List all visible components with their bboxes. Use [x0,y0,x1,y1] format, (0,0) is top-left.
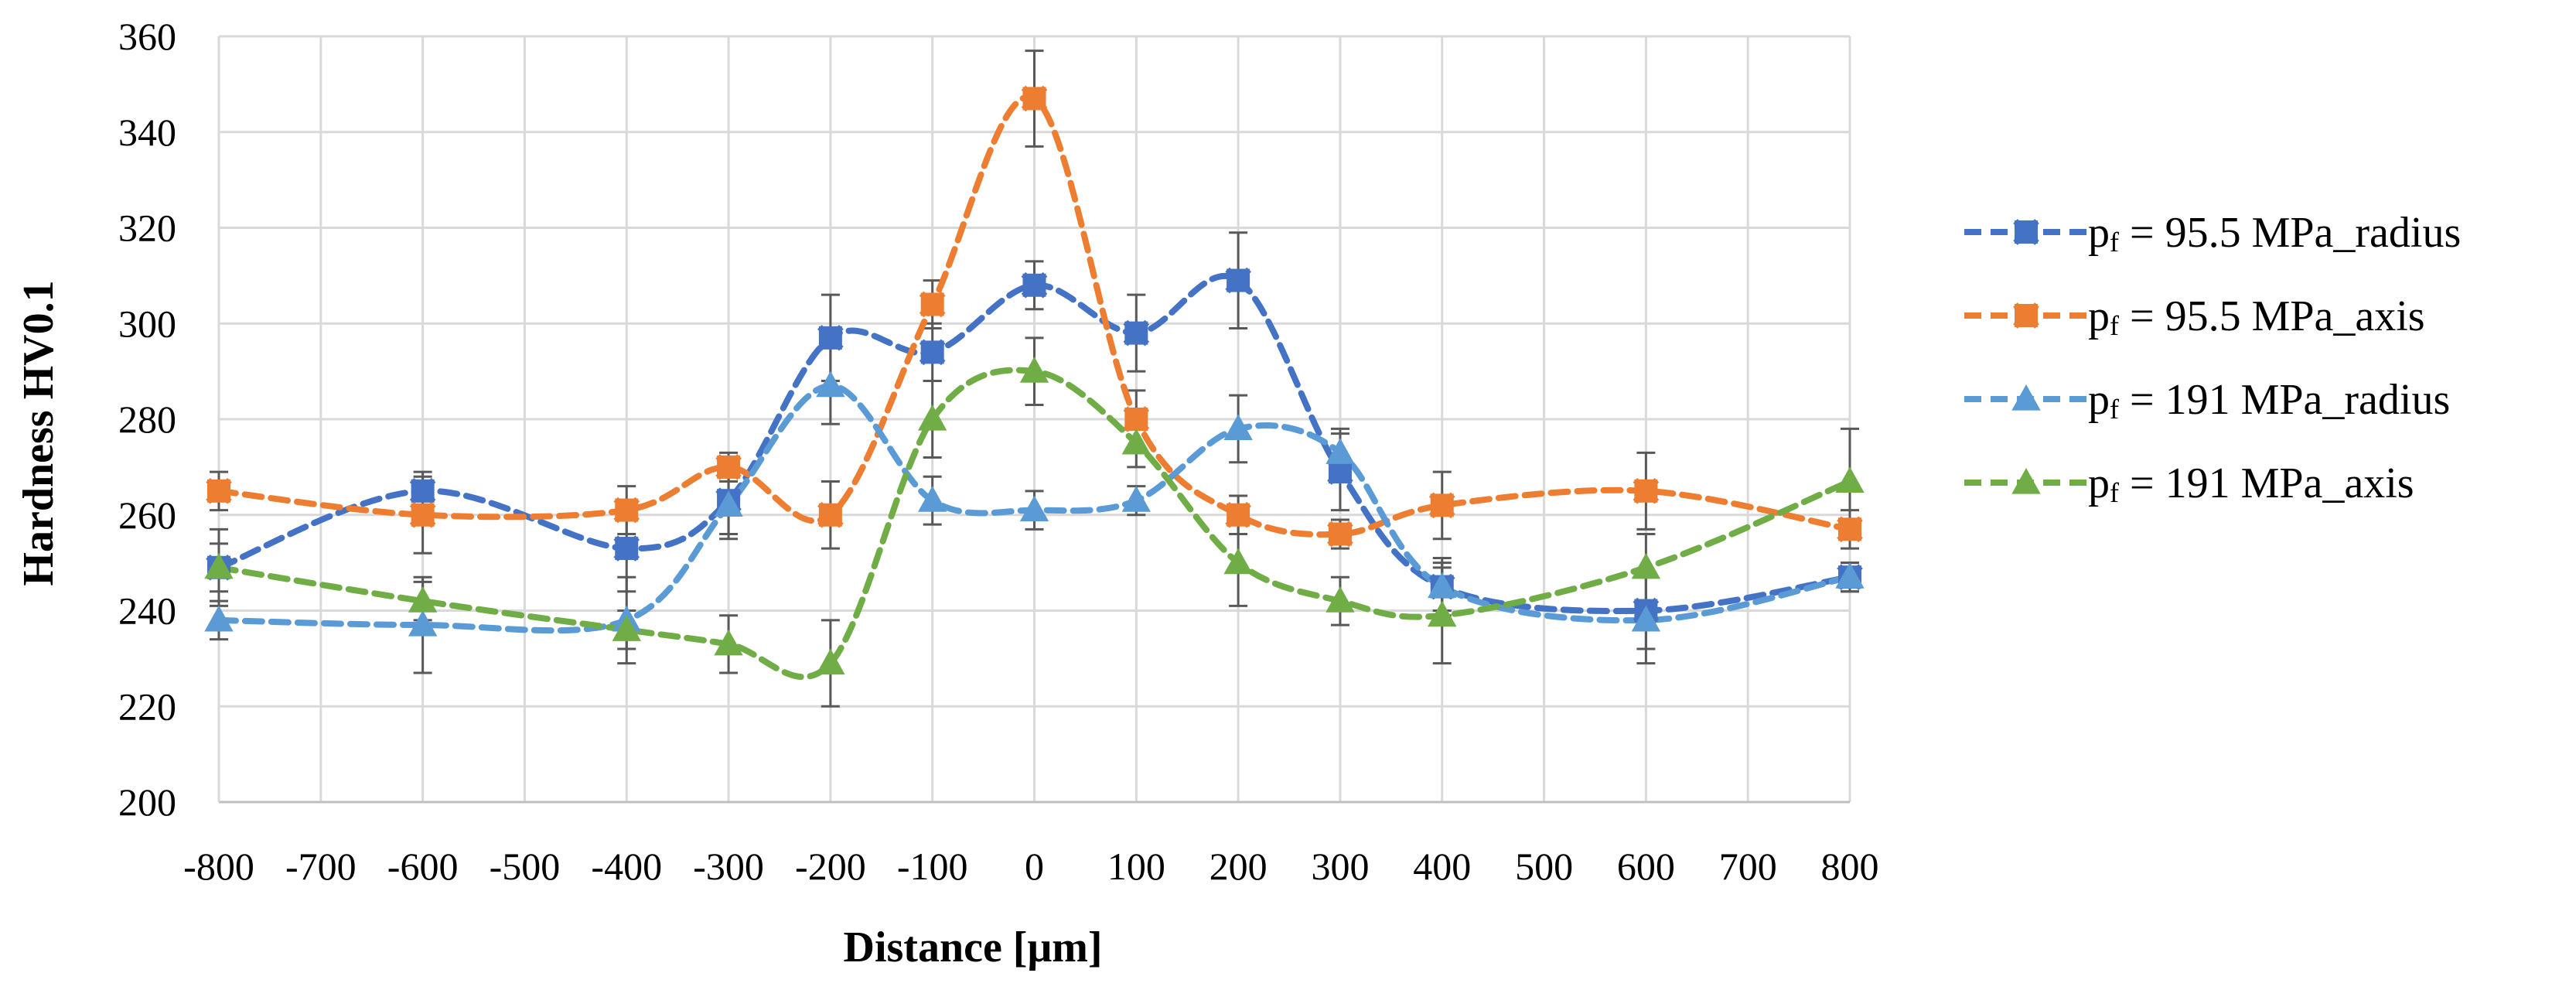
y-tick-label: 300 [118,302,176,345]
data-point [1225,267,1251,294]
data-point [613,535,640,562]
x-tick-label: -700 [285,845,357,888]
data-point [1019,495,1049,522]
y-tick-label: 340 [118,111,176,154]
y-axis-title: Hardness HV0.1 [15,280,63,585]
data-point [409,477,436,504]
legend-label: pf = 191 MPa_axis [2088,459,2414,508]
data-point [1835,466,1865,493]
data-point [714,629,743,656]
y-tick-label: 260 [118,493,176,537]
legend-label: pf = 95.5 MPa_radius [2088,209,2461,258]
x-tick-label: 0 [1025,845,1044,888]
data-point [206,477,232,504]
data-point [408,610,438,637]
x-tick-label: -500 [490,845,561,888]
data-point [204,605,234,632]
data-point [1225,501,1251,528]
data-point [409,501,436,528]
x-tick-label: -200 [795,845,866,888]
data-point [1223,548,1253,575]
data-point [1121,428,1152,455]
x-tick-label: 400 [1413,845,1471,888]
legend-item-1: pf = 95.5 MPa_radius [1964,209,2461,258]
legend-item-4: pf = 191 MPa_axis [1964,459,2414,508]
data-point [816,648,845,675]
data-point [1633,477,1660,504]
x-tick-label: -300 [693,845,764,888]
x-axis-title: Distance [μm] [844,923,1103,971]
legend-marker [2011,467,2041,494]
data-point [612,615,641,641]
data-point [1631,605,1661,632]
x-tick-label: 600 [1617,845,1675,888]
data-point [1223,414,1253,440]
data-point [613,497,640,524]
data-point [1428,600,1457,627]
data-point [715,454,742,480]
data-point [817,501,844,528]
grid [219,35,1851,802]
data-point [1327,459,1353,485]
data-point [408,586,438,613]
axes [217,36,1850,804]
data-point [816,370,845,398]
x-tick-label: 100 [1107,845,1165,888]
legend-marker [2013,302,2039,329]
data-point [714,490,743,517]
legend-marker [2011,384,2041,411]
x-tick-label: 200 [1210,845,1268,888]
y-tick-label: 360 [118,15,176,58]
x-tick-label: -400 [591,845,662,888]
y-tick-label: 320 [118,207,176,250]
x-tick-label: -800 [183,845,254,888]
data-point [1121,486,1152,512]
data-point [1123,406,1150,432]
x-tick-label: 500 [1515,845,1573,888]
data-point [1327,521,1353,548]
y-tick-label: 280 [118,398,176,441]
y-tick-label: 200 [118,780,176,824]
data-point [1326,438,1355,464]
data-point [1428,492,1455,519]
x-tick-label: 800 [1821,845,1879,888]
legend-marker [2013,219,2039,245]
data-point [917,486,947,512]
x-tick-label: -100 [897,845,968,888]
y-tick-label: 240 [118,589,176,633]
data-point [917,404,947,431]
x-tick-label: -600 [387,845,459,888]
legend-label: pf = 191 MPa_radius [2088,376,2450,425]
data-point [1835,562,1865,589]
data-point [1837,516,1863,543]
data-point [1631,552,1661,579]
data-point [1021,271,1048,299]
legend-item-3: pf = 191 MPa_radius [1964,376,2450,425]
data-point [817,324,844,351]
data-point [1326,586,1355,613]
data-point [1123,319,1150,346]
data-point [204,552,234,579]
legend-item-2: pf = 95.5 MPa_axis [1964,292,2425,341]
series-line-4 [216,367,1853,681]
data-point [919,339,946,366]
data-point [1019,357,1049,383]
y-tick-label: 220 [118,684,176,728]
x-tick-label: 300 [1311,845,1369,888]
series-markers [204,85,1865,675]
data-point [1021,85,1048,112]
legend-label: pf = 95.5 MPa_axis [2088,292,2425,341]
x-tick-label: 700 [1719,845,1777,888]
data-point [919,291,946,318]
tick-labels: -800 -700 -600 -500 -400 -300 -200 -100 0 100 200 3… [118,15,1879,888]
data-point [1428,572,1457,599]
